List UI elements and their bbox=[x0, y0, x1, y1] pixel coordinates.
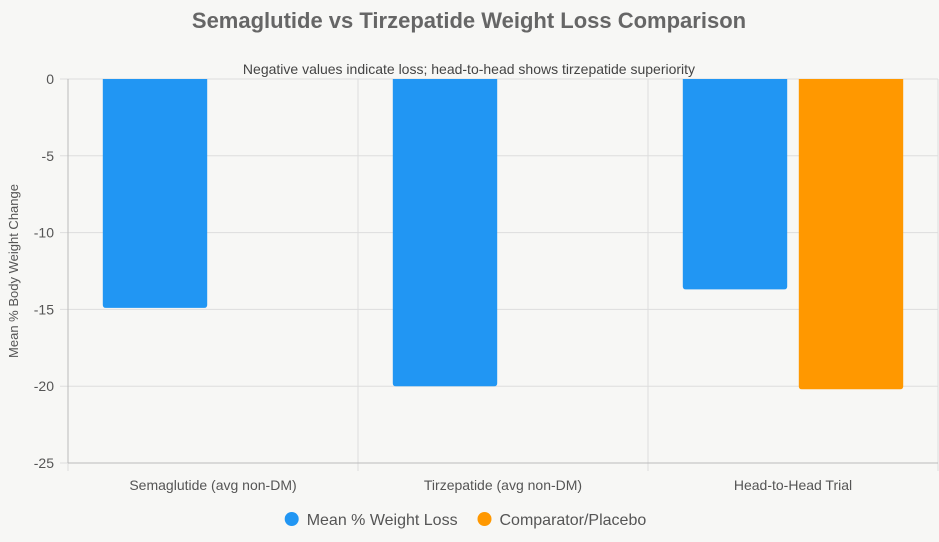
y-tick-label: -5 bbox=[42, 148, 55, 164]
axes: 0 -5 -10 -15 -20 -25 Semaglutide (avg non-DM) T… bbox=[34, 71, 938, 493]
legend-item[interactable]: Comparator/Placebo bbox=[477, 512, 647, 529]
bar bbox=[682, 79, 788, 290]
y-axis-label: Mean % Body Weight Change bbox=[6, 184, 21, 358]
legend-swatch bbox=[284, 512, 299, 526]
bar bbox=[392, 79, 498, 387]
x-tick-label: Semaglutide (avg non-DM) bbox=[129, 477, 296, 493]
bar bbox=[102, 79, 208, 308]
y-tick-label: -25 bbox=[34, 455, 54, 471]
x-tick-label: Tirzepatide (avg non-DM) bbox=[424, 477, 582, 493]
y-tick-label: 0 bbox=[46, 71, 54, 87]
chart-subtitle: Negative values indicate loss; head-to-h… bbox=[243, 61, 695, 77]
y-tick-label: -15 bbox=[34, 301, 54, 317]
legend-label: Comparator/Placebo bbox=[500, 512, 647, 529]
legend-item[interactable]: Mean % Weight Loss bbox=[284, 512, 458, 529]
x-tick-label: Head-to-Head Trial bbox=[734, 477, 852, 493]
legend-swatch bbox=[477, 512, 492, 526]
bars bbox=[102, 79, 904, 390]
bar bbox=[798, 79, 904, 390]
legend: Mean % Weight Loss Comparator/Placebo bbox=[284, 512, 647, 529]
y-tick-label: -10 bbox=[34, 225, 54, 241]
y-tick-label: -20 bbox=[34, 378, 54, 394]
legend-label: Mean % Weight Loss bbox=[307, 512, 458, 529]
chart-title: Semaglutide vs Tirzepatide Weight Loss C… bbox=[192, 8, 746, 33]
